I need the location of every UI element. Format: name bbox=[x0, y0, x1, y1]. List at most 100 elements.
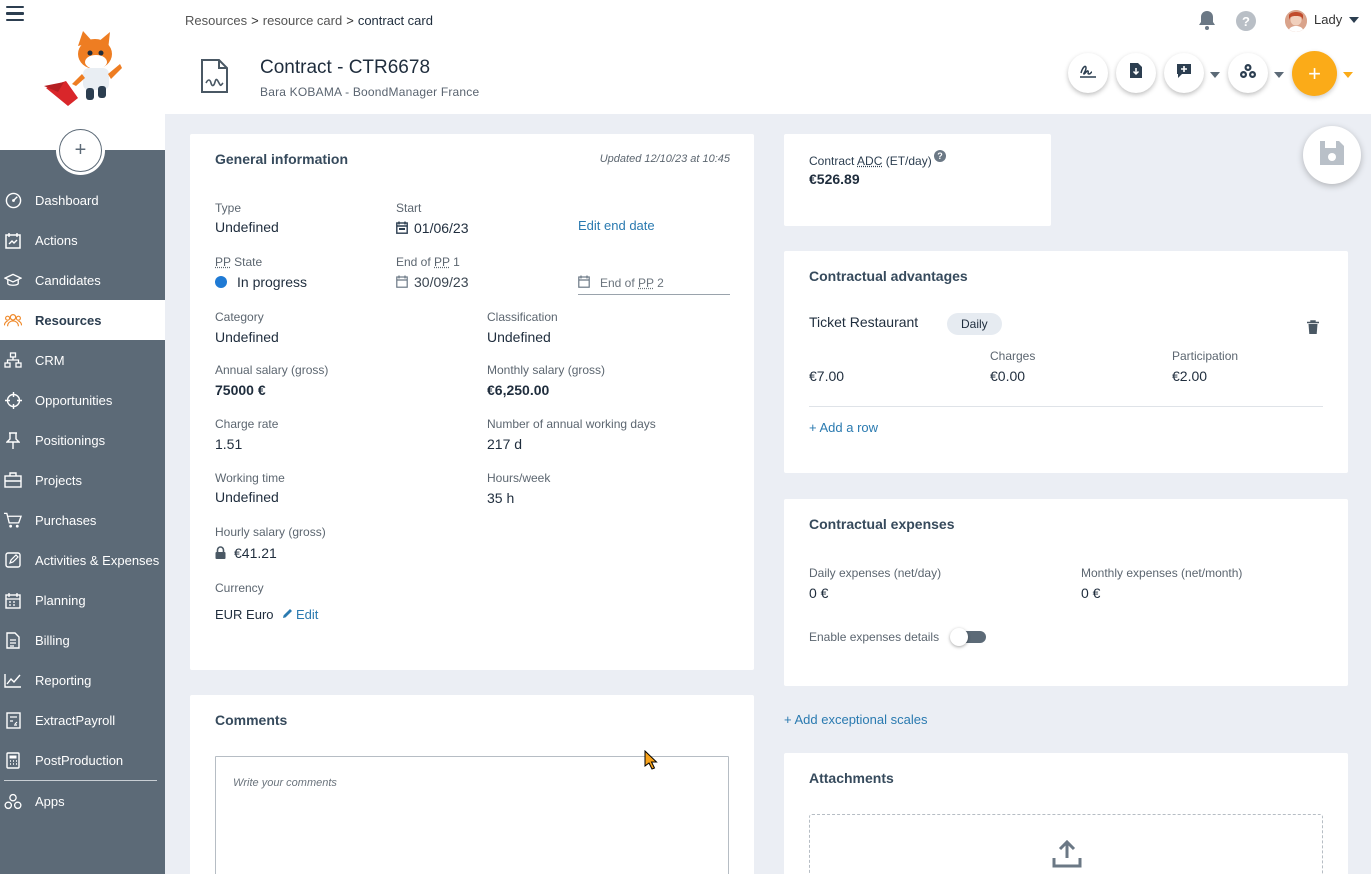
comments-textarea[interactable]: Write your comments bbox=[215, 756, 729, 874]
bell-icon[interactable] bbox=[1198, 10, 1216, 35]
pp-state-value[interactable]: In progress bbox=[215, 274, 307, 290]
sidebar-item-projects[interactable]: Projects bbox=[0, 460, 165, 500]
avatar[interactable] bbox=[1285, 10, 1307, 32]
adc-abbreviation: ADC bbox=[857, 154, 883, 168]
end-pp2-field[interactable]: End of PP 2 bbox=[578, 275, 664, 291]
sidebar-item-billing[interactable]: Billing bbox=[0, 620, 165, 660]
breadcrumb: Resources > resource card > contract card bbox=[185, 13, 433, 28]
user-name[interactable]: Lady bbox=[1314, 12, 1343, 27]
help-icon[interactable]: ? bbox=[1236, 11, 1256, 31]
comment-button[interactable] bbox=[1164, 53, 1204, 93]
sidebar-item-reporting[interactable]: Reporting bbox=[0, 660, 165, 700]
classification-value[interactable]: Undefined bbox=[487, 329, 551, 345]
advantage-name[interactable]: Ticket Restaurant bbox=[809, 314, 919, 330]
currency-value: EUR Euro bbox=[215, 607, 274, 622]
cart-icon bbox=[4, 511, 22, 529]
sidebar-nav: Dashboard Actions Candidates Resources C… bbox=[0, 180, 165, 821]
section-title: General information bbox=[215, 151, 349, 167]
chevron-down-icon[interactable] bbox=[1210, 72, 1220, 78]
pin-icon bbox=[4, 431, 22, 449]
graduation-cap-icon bbox=[4, 271, 22, 289]
quick-add-button[interactable]: + bbox=[59, 129, 102, 172]
sidebar-item-actions[interactable]: Actions bbox=[0, 220, 165, 260]
participation-value[interactable]: €2.00 bbox=[1172, 368, 1208, 384]
pp-abbreviation: PP bbox=[434, 255, 450, 269]
working-time-label: Working time bbox=[215, 471, 285, 485]
adc-label: Contract ADC (ET/day) bbox=[809, 154, 932, 168]
monthly-expenses-value[interactable]: 0 € bbox=[1081, 585, 1101, 601]
save-button[interactable] bbox=[1303, 126, 1361, 184]
contract-document-icon bbox=[200, 58, 229, 99]
sidebar-item-postproduction[interactable]: PostProduction bbox=[0, 740, 165, 780]
help-icon[interactable]: ? bbox=[934, 150, 946, 162]
add-row-link[interactable]: + Add a row bbox=[809, 420, 879, 435]
monthly-salary-value[interactable]: €6,250.00 bbox=[487, 382, 550, 398]
chevron-down-icon[interactable] bbox=[1343, 72, 1353, 78]
general-information-card: General information Updated 12/10/23 at … bbox=[190, 134, 754, 670]
chevron-down-icon[interactable] bbox=[1274, 72, 1284, 78]
hourly-salary-value: €41.21 bbox=[215, 545, 277, 562]
charge-rate-value[interactable]: 1.51 bbox=[215, 436, 243, 452]
sidebar-item-candidates[interactable]: Candidates bbox=[0, 260, 165, 300]
type-value[interactable]: Undefined bbox=[215, 219, 279, 235]
contract-adc-card: Contract ADC (ET/day) ? €526.89 bbox=[784, 134, 1051, 226]
sidebar-item-dashboard[interactable]: Dashboard bbox=[0, 180, 165, 220]
sidebar-item-extractpayroll[interactable]: ExtractPayroll bbox=[0, 700, 165, 740]
sidebar-item-label: Projects bbox=[35, 472, 82, 488]
download-document-button[interactable] bbox=[1116, 53, 1156, 93]
actions-icon bbox=[4, 231, 22, 249]
daily-expenses-value[interactable]: 0 € bbox=[809, 585, 829, 601]
sidebar-item-activities-expenses[interactable]: Activities & Expenses bbox=[0, 540, 165, 580]
sidebar-item-label: CRM bbox=[35, 352, 65, 368]
sidebar-item-label: Candidates bbox=[35, 272, 101, 288]
chevron-down-icon[interactable] bbox=[1349, 17, 1359, 23]
breadcrumb-resource-card[interactable]: resource card bbox=[262, 13, 343, 28]
sidebar-item-label: Activities & Expenses bbox=[35, 552, 160, 568]
working-days-value[interactable]: 217 d bbox=[487, 436, 523, 452]
end-pp1-suffix: 1 bbox=[449, 255, 460, 269]
working-time-value[interactable]: Undefined bbox=[215, 489, 279, 505]
working-days-label: Number of annual working days bbox=[487, 417, 656, 431]
add-exceptional-scales-link[interactable]: + Add exceptional scales bbox=[784, 712, 928, 727]
breadcrumb-resources[interactable]: Resources bbox=[185, 13, 248, 28]
end-pp1-field[interactable]: 30/09/23 bbox=[396, 274, 469, 291]
file-dropzone[interactable] bbox=[809, 814, 1323, 874]
sign-button[interactable] bbox=[1068, 53, 1108, 93]
sidebar-item-planning[interactable]: Planning bbox=[0, 580, 165, 620]
target-icon bbox=[4, 391, 22, 409]
frequency-badge[interactable]: Daily bbox=[947, 313, 1002, 335]
advantage-amount[interactable]: €7.00 bbox=[809, 368, 845, 384]
menu-icon[interactable] bbox=[6, 6, 24, 22]
end-pp1-label: End of PP 1 bbox=[396, 255, 460, 269]
sidebar-item-positionings[interactable]: Positionings bbox=[0, 420, 165, 460]
pencil-icon bbox=[282, 607, 293, 622]
sidebar-item-apps[interactable]: Apps bbox=[0, 781, 165, 821]
edit-end-date-link[interactable]: Edit end date bbox=[578, 218, 655, 233]
expenses-details-label: Enable expenses details bbox=[809, 630, 940, 644]
add-button[interactable]: + bbox=[1292, 51, 1337, 96]
sidebar-item-opportunities[interactable]: Opportunities bbox=[0, 380, 165, 420]
start-date-field[interactable]: 01/06/23 bbox=[396, 220, 469, 237]
sidebar-item-purchases[interactable]: Purchases bbox=[0, 500, 165, 540]
invoice-icon bbox=[4, 631, 22, 649]
expenses-details-toggle[interactable] bbox=[950, 628, 986, 646]
page-title: Contract - CTR6678 bbox=[260, 57, 431, 78]
sidebar-item-label: Apps bbox=[35, 793, 65, 809]
sidebar: + Dashboard Actions Candidates Resources… bbox=[0, 0, 165, 874]
charges-value[interactable]: €0.00 bbox=[990, 368, 1026, 384]
section-title: Contractual expenses bbox=[809, 516, 955, 532]
comment-add-icon bbox=[1176, 63, 1192, 84]
classification-label: Classification bbox=[487, 310, 558, 324]
currency-edit-link[interactable]: Edit bbox=[282, 607, 318, 622]
trash-icon[interactable] bbox=[1307, 320, 1319, 339]
calendar-icon bbox=[4, 591, 22, 609]
sidebar-item-crm[interactable]: CRM bbox=[0, 340, 165, 380]
dashboard-icon bbox=[4, 191, 22, 209]
hours-week-value[interactable]: 35 h bbox=[487, 490, 515, 506]
category-value[interactable]: Undefined bbox=[215, 329, 279, 345]
annual-salary-value[interactable]: 75000 € bbox=[215, 382, 266, 398]
sidebar-item-resources[interactable]: Resources bbox=[0, 300, 165, 340]
apps-menu-button[interactable] bbox=[1228, 53, 1268, 93]
sidebar-divider bbox=[4, 780, 157, 781]
